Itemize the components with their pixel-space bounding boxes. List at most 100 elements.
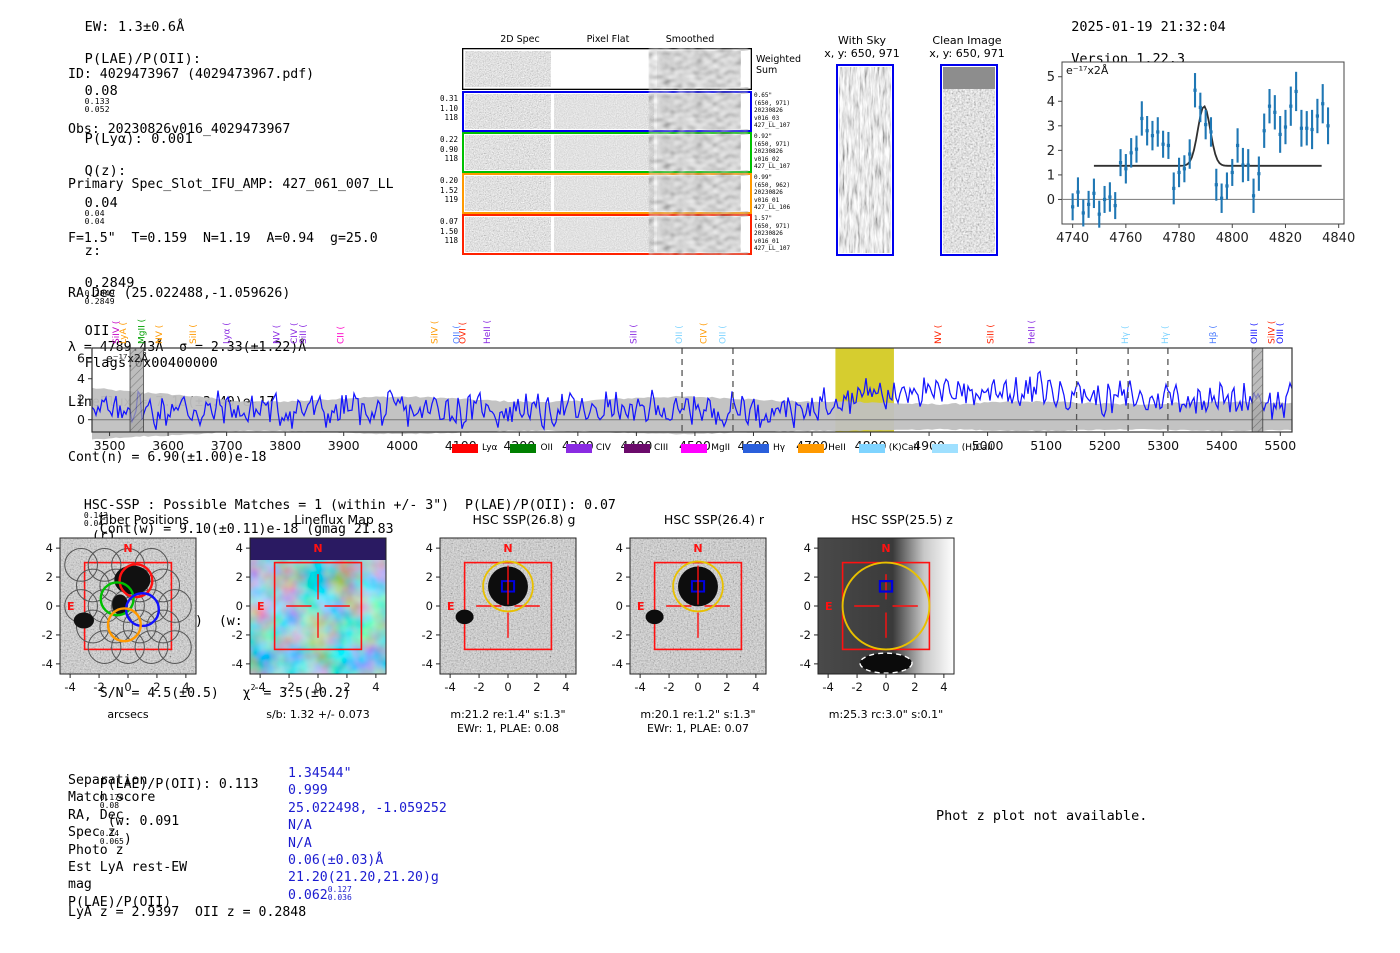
- svg-text:-4: -4: [42, 657, 53, 671]
- svg-text:2: 2: [533, 680, 540, 694]
- svg-text:0: 0: [236, 599, 243, 613]
- svg-text:4800: 4800: [1216, 231, 1249, 246]
- svg-text:-4: -4: [800, 657, 811, 671]
- legend-label: Lyα: [482, 443, 498, 453]
- svg-text:0: 0: [46, 599, 53, 613]
- cutout-image-0[interactable]: N E -4 -4 -2 -2 0 0 2 2 4 4: [26, 532, 206, 712]
- header-flags: Flags:0x00400000: [84, 355, 218, 371]
- legend-item: MgII: [681, 443, 730, 453]
- svg-text:0: 0: [694, 680, 701, 694]
- compass-east: E: [825, 600, 833, 613]
- header-z-value: 0.2849: [84, 275, 135, 291]
- svg-text:2: 2: [1047, 144, 1055, 159]
- cutout-image-1[interactable]: N E -4 -4 -2 -2 0 0 2 2 4 4: [216, 532, 396, 712]
- match-detail-key: Spec z: [68, 825, 116, 841]
- header-plae-value: 0.08: [84, 83, 118, 99]
- cutout-image-4[interactable]: N E -4 -4 -2 -2 0 0 2 2 4 4: [784, 532, 964, 712]
- cutout-subtitle: s/b: 1.32 +/- 0.073: [266, 708, 370, 721]
- svg-text:-4: -4: [64, 680, 75, 694]
- match-detail-value: N/A: [288, 818, 312, 834]
- cutout-subtitle: arcsecs: [107, 708, 149, 721]
- svg-text:0: 0: [616, 599, 623, 613]
- info-line-snr: S/N = 4.5(±0.5) χ2 = 3.5(±0.2): [99, 683, 351, 702]
- svg-text:Hγ (: Hγ (: [1161, 326, 1171, 344]
- header-z-label: z:: [84, 243, 102, 259]
- spectrum-line-label: Hγ (: [1121, 326, 1131, 344]
- compass-north: N: [881, 542, 890, 555]
- cutout-image-3[interactable]: N E -4 -4 -2 -2 0 0 2 2 4 4: [596, 532, 776, 712]
- svg-text:-4: -4: [232, 657, 243, 671]
- legend-swatch: [623, 443, 650, 453]
- compass-north: N: [123, 542, 132, 555]
- svg-text:4: 4: [426, 541, 433, 555]
- svg-text:-2: -2: [800, 628, 811, 642]
- svg-text:1: 1: [1047, 168, 1055, 183]
- svg-text:-4: -4: [444, 680, 455, 694]
- cutout-row: Fiber Positions N E -4 -4 -2 -2 0 0 2 2 4 4 arcsecs Li…: [0, 508, 1000, 743]
- svg-text:-4: -4: [634, 680, 645, 694]
- spectrum-line-label: OII (: [675, 325, 685, 344]
- svg-text:CII (: CII (: [337, 326, 347, 344]
- svg-text:4000: 4000: [386, 438, 418, 453]
- spec2d-weighted-sum-label: Weighted Sum: [756, 54, 801, 76]
- cutout-image-2[interactable]: N E -4 -4 -2 -2 0 0 2 2 4 4: [406, 532, 586, 712]
- spec2d-row-left-labels: 0.22 0.90 118: [439, 135, 458, 163]
- svg-text:4: 4: [182, 680, 189, 694]
- spec2d-row-right-labels: 0.65" (650, 971) 20230826 v016_03 427_LL_107: [754, 92, 791, 130]
- svg-text:-4: -4: [612, 657, 623, 671]
- cutout-with-sky-subtitle: x, y: 650, 971: [824, 47, 900, 60]
- svg-text:MgII (: MgII (: [138, 319, 148, 344]
- cutout-clean-image: Clean Image x, y: 650, 971: [912, 34, 1022, 60]
- spectrum-line-label: SiIV (: [430, 321, 440, 344]
- spectrum-line-label: MgII (: [138, 319, 148, 344]
- svg-text:0: 0: [504, 680, 511, 694]
- cutout-clean-image-image: [940, 64, 998, 256]
- svg-text:4: 4: [752, 680, 759, 694]
- spec2d-weighted-sum-strip: [462, 48, 752, 90]
- spec2d-row-strip: [462, 91, 752, 132]
- spectrum-line-label: OIII (: [1276, 323, 1286, 344]
- compass-north: N: [503, 542, 512, 555]
- svg-text:-4: -4: [822, 680, 833, 694]
- legend-swatch: [681, 443, 708, 453]
- svg-text:4: 4: [562, 680, 569, 694]
- svg-text:3800: 3800: [269, 438, 301, 453]
- spectrum-line-label: Lyα (: [223, 322, 233, 344]
- hsc-pre: HSC-SSP : Possible Matches = 1 (within +…: [83, 498, 616, 513]
- match-detail-value: 21.20(21.20,21.20)g: [288, 870, 439, 886]
- svg-text:-2: -2: [851, 680, 862, 694]
- spectrum-line-label: NV (: [155, 325, 165, 344]
- match-detail-keys: Separation Match score RA, Dec Spec z Photo …: [68, 772, 187, 911]
- cutout-clean-title: Clean Image: [932, 34, 1002, 47]
- cutout-subtitle: m:21.2 re:1.4" s:1.3": [450, 708, 566, 721]
- spectrum-line-label: SiIV (: [112, 321, 122, 344]
- match-detail-plae-bounds: 0.127 0.036: [327, 884, 352, 902]
- svg-text:0: 0: [804, 599, 811, 613]
- svg-text:2: 2: [426, 570, 433, 584]
- svg-text:4: 4: [236, 541, 243, 555]
- svg-text:Hβ (: Hβ (: [1209, 325, 1219, 344]
- header-timestamp: 2025-01-19 21:32:04: [1071, 19, 1226, 35]
- spectrum-line-label: Hβ (: [1209, 325, 1219, 344]
- svg-text:2: 2: [911, 680, 918, 694]
- match-detail-key: mag: [68, 877, 92, 893]
- svg-text:4820: 4820: [1269, 231, 1302, 246]
- cutout-title: HSC SSP(26.4) r: [663, 512, 765, 527]
- svg-text:2: 2: [616, 570, 623, 584]
- header-plya: P(Lyα): 0.001: [84, 131, 193, 147]
- svg-text:NV (: NV (: [155, 325, 165, 344]
- match-detail-value: 0.06(±0.03)Å: [288, 853, 384, 869]
- header-ew: EW: 1.3±0.6Å: [84, 19, 185, 35]
- svg-text:2: 2: [723, 680, 730, 694]
- legend-label: (K)CaII: [888, 443, 919, 453]
- spectrum-line-label: CII (: [337, 326, 347, 344]
- match-detail-key: Photo z: [68, 842, 124, 858]
- cutout-title: Fiber Positions: [99, 512, 189, 527]
- header-plae-bounds: 0.133 0.052: [84, 97, 110, 114]
- svg-text:NV (: NV (: [934, 325, 944, 344]
- svg-text:3: 3: [1047, 119, 1055, 134]
- spectrum-line-label: NV (: [272, 325, 282, 344]
- svg-text:-2: -2: [42, 628, 53, 642]
- spectrum-line-label: HeII (: [1027, 320, 1037, 344]
- svg-text:4840: 4840: [1322, 231, 1355, 246]
